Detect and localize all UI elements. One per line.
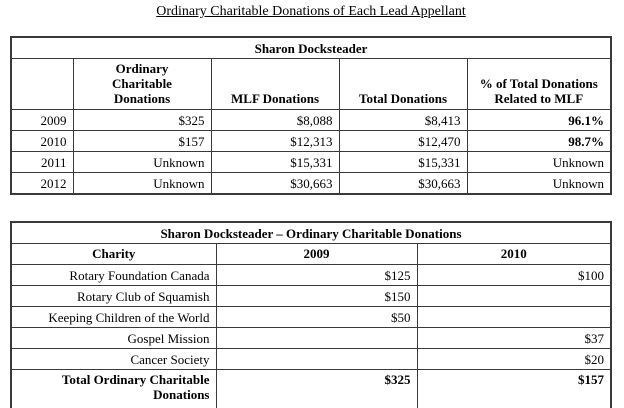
amount-2010-cell xyxy=(416,285,612,307)
pct-mlf-cell: Unknown xyxy=(466,151,612,173)
column-header-ordinary-charitable-donations: Ordinary Charitable Donations xyxy=(72,58,212,110)
table-row-cancer-society: Cancer Society $20 xyxy=(10,348,612,370)
table-title-row: Sharon Docksteader – Ordinary Charitable… xyxy=(10,221,612,244)
ordinary-donations-cell: Unknown xyxy=(72,172,212,195)
charity-name-cell: Gospel Mission xyxy=(10,327,217,349)
table-title-row: Sharon Docksteader xyxy=(10,36,612,59)
table-row-2011: 2011 Unknown $15,331 $15,331 Unknown xyxy=(10,151,612,173)
donations-summary-table: Sharon Docksteader Ordinary Charitable D… xyxy=(10,36,612,195)
amount-2010-cell: $37 xyxy=(416,327,612,349)
charity-name-cell: Rotary Foundation Canada xyxy=(10,264,217,286)
column-header-total-donations: Total Donations xyxy=(338,58,468,110)
table-row-rotary-club-of-squamish: Rotary Club of Squamish $150 xyxy=(10,285,612,307)
document-title: Ordinary Charitable Donations of Each Le… xyxy=(156,4,466,19)
year-cell: 2012 xyxy=(10,172,74,195)
year-cell: 2009 xyxy=(10,109,74,131)
amount-2009-cell: $125 xyxy=(215,264,418,286)
charity-name-cell: Cancer Society xyxy=(10,348,217,370)
total-donations-cell: $12,470 xyxy=(338,130,468,152)
table-row-keeping-children-of-the-world: Keeping Children of the World $50 xyxy=(10,306,612,328)
column-header-charity: Charity xyxy=(10,243,217,265)
year-cell: 2011 xyxy=(10,151,74,173)
amount-2009-cell xyxy=(215,327,418,349)
column-header-pct-related-to-mlf: % of Total Donations Related to MLF xyxy=(466,58,612,110)
column-header-mlf-donations: MLF Donations xyxy=(210,58,340,110)
ordinary-donations-cell: Unknown xyxy=(72,151,212,173)
amount-2010-cell: $100 xyxy=(416,264,612,286)
column-header-row: Charity 2009 2010 xyxy=(10,243,612,265)
total-2009-cell: $325 xyxy=(215,369,418,408)
table-row-2012: 2012 Unknown $30,663 $30,663 Unknown xyxy=(10,172,612,195)
pct-mlf-cell: 98.7% xyxy=(466,130,612,152)
mlf-donations-cell: $15,331 xyxy=(210,151,340,173)
amount-2009-cell: $50 xyxy=(215,306,418,328)
table-row-rotary-foundation-canada: Rotary Foundation Canada $125 $100 xyxy=(10,264,612,286)
year-cell: 2010 xyxy=(10,130,74,152)
charity-name-cell: Rotary Club of Squamish xyxy=(10,285,217,307)
table-title: Sharon Docksteader – Ordinary Charitable… xyxy=(10,221,612,244)
pct-mlf-cell: Unknown xyxy=(466,172,612,195)
mlf-donations-cell: $12,313 xyxy=(210,130,340,152)
amount-2009-cell: $150 xyxy=(215,285,418,307)
ordinary-donations-cell: $157 xyxy=(72,130,212,152)
column-header-row: Ordinary Charitable Donations MLF Donati… xyxy=(10,58,612,110)
column-header-label: % of Total Donations Related to MLF xyxy=(479,76,598,106)
column-header-year xyxy=(10,58,74,110)
column-header-label: Ordinary Charitable Donations xyxy=(112,61,172,106)
column-header-2009: 2009 xyxy=(215,243,418,265)
pct-mlf-cell: 96.1% xyxy=(466,109,612,131)
table-row-gospel-mission: Gospel Mission $37 xyxy=(10,327,612,349)
mlf-donations-cell: $30,663 xyxy=(210,172,340,195)
amount-2010-cell: $20 xyxy=(416,348,612,370)
table-row-2010: 2010 $157 $12,313 $12,470 98.7% xyxy=(10,130,612,152)
total-2010-cell: $157 xyxy=(416,369,612,408)
mlf-donations-cell: $8,088 xyxy=(210,109,340,131)
amount-2010-cell xyxy=(416,306,612,328)
table-row-total: Total Ordinary Charitable Donations $325… xyxy=(10,369,612,408)
total-donations-cell: $30,663 xyxy=(338,172,468,195)
ordinary-donations-cell: $325 xyxy=(72,109,212,131)
table-row-2009: 2009 $325 $8,088 $8,413 96.1% xyxy=(10,109,612,131)
table-title: Sharon Docksteader xyxy=(10,36,612,59)
total-label-cell: Total Ordinary Charitable Donations xyxy=(10,369,217,408)
amount-2009-cell xyxy=(215,348,418,370)
charity-name-cell: Keeping Children of the World xyxy=(10,306,217,328)
column-header-2010: 2010 xyxy=(416,243,612,265)
total-donations-cell: $8,413 xyxy=(338,109,468,131)
total-donations-cell: $15,331 xyxy=(338,151,468,173)
charity-breakdown-table: Sharon Docksteader – Ordinary Charitable… xyxy=(10,221,612,408)
